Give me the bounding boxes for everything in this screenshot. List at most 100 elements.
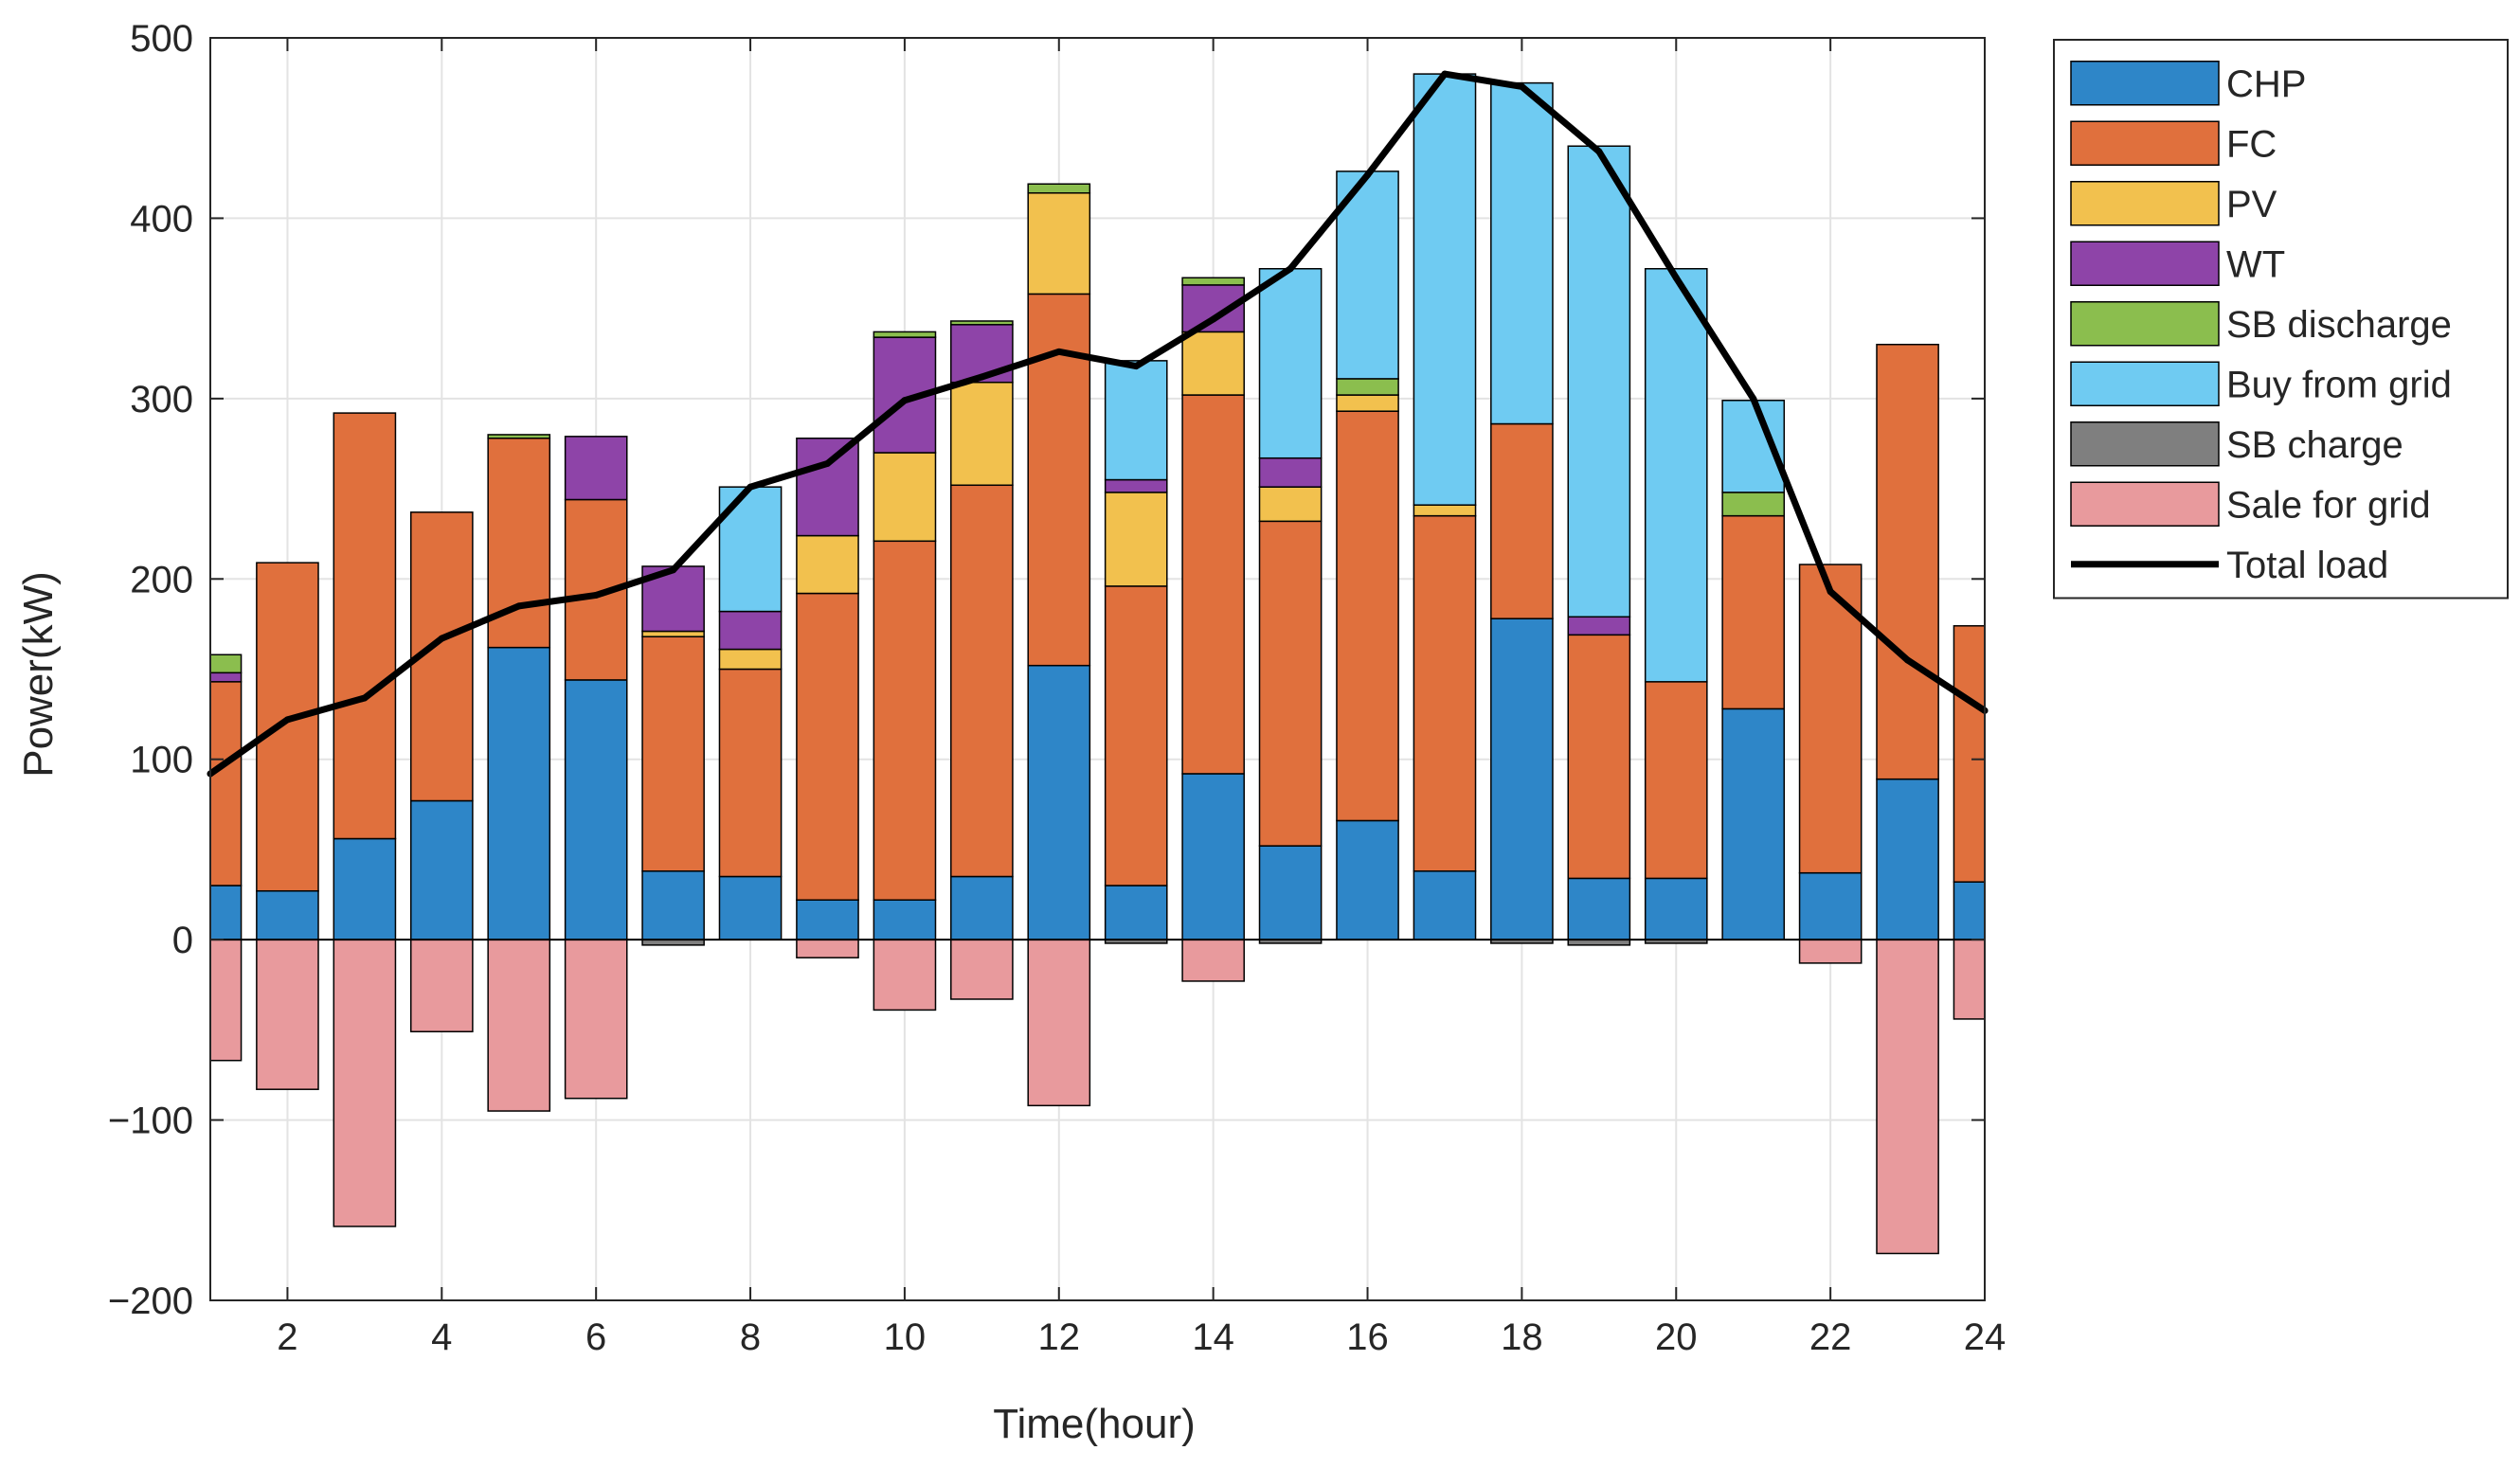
total-load-point-hour-18 [1518, 82, 1525, 90]
y-tick-label: 200 [130, 559, 193, 600]
total-load-point-hour-12 [1055, 348, 1063, 355]
bar-chp-hour-4 [409, 799, 474, 940]
bar-chp-hour-5 [487, 646, 551, 940]
total-load-point-hour-9 [823, 459, 831, 467]
bar-fc-hour-18 [1490, 422, 1554, 619]
bar-pv-hour-17 [1413, 504, 1477, 517]
legend-label: Sale for grid [2226, 484, 2431, 526]
bar-buy-from-grid-hour-20 [1644, 267, 1708, 683]
bar-sale-for-grid-hour-6 [564, 939, 628, 1100]
y-tick-label: 400 [130, 198, 193, 240]
total-load-point-hour-21 [1750, 395, 1757, 403]
legend-swatch-chp [2070, 61, 2220, 106]
bar-sale-for-grid-hour-5 [487, 939, 551, 1112]
bar-pv-hour-9 [796, 534, 859, 595]
bar-fc-hour-10 [873, 540, 937, 901]
bar-buy-from-grid-hour-18 [1490, 81, 1554, 425]
bar-buy-from-grid-hour-16 [1336, 170, 1399, 380]
bar-chp-hour-17 [1413, 870, 1477, 940]
bar-fc-hour-24 [1953, 625, 1986, 883]
bar-pv-hour-8 [718, 648, 783, 671]
bar-fc-hour-19 [1567, 634, 1631, 880]
bar-chp-hour-16 [1336, 819, 1399, 940]
legend-swatch-sb-charge [2070, 421, 2220, 467]
legend-swatch-sb-discharge [2070, 301, 2220, 347]
bar-chp-hour-7 [641, 870, 705, 940]
legend-label: CHP [2226, 63, 2306, 105]
bar-chp-hour-8 [718, 875, 783, 940]
legend-swatch-buy-from-grid [2070, 361, 2220, 406]
x-tick-label: 2 [277, 1316, 297, 1358]
bar-chp-hour-20 [1644, 877, 1708, 940]
bar-sale-for-grid-hour-14 [1181, 939, 1245, 982]
bar-wt-hour-15 [1258, 457, 1323, 488]
bar-pv-hour-11 [950, 381, 1014, 487]
y-tick-label: 300 [130, 379, 193, 421]
bar-sale-for-grid-hour-2 [256, 939, 319, 1090]
total-load-point-hour-3 [361, 694, 369, 702]
bar-sb-discharge-hour-11 [950, 320, 1014, 326]
total-load-point-hour-14 [1210, 315, 1217, 323]
legend-label: FC [2226, 123, 2277, 165]
legend-label: Buy from grid [2226, 364, 2452, 405]
bar-pv-hour-13 [1104, 492, 1168, 587]
bar-pv-hour-7 [641, 630, 705, 637]
bar-sb-discharge-hour-14 [1181, 277, 1245, 286]
total-load-point-hour-10 [901, 397, 909, 404]
y-tick-label: 500 [130, 18, 193, 60]
bar-sale-for-grid-hour-3 [333, 939, 397, 1227]
bar-sale-for-grid-hour-4 [409, 939, 474, 1033]
total-load-point-hour-17 [1441, 70, 1449, 78]
legend-label: WT [2226, 243, 2285, 285]
bar-chp-hour-3 [333, 837, 397, 940]
x-tick-label: 16 [1346, 1316, 1389, 1358]
y-tick-label: −200 [108, 1280, 193, 1322]
legend-label: Total load [2226, 545, 2388, 586]
bar-sb-discharge-hour-16 [1336, 378, 1399, 396]
y-axis-ticks: −200 −100 0 100 200 300 400 500 [108, 18, 1985, 1322]
bar-wt-hour-13 [1104, 478, 1168, 493]
y-tick-label: 100 [130, 740, 193, 781]
x-tick-label: 18 [1501, 1316, 1543, 1358]
legend-swatch-fc [2070, 120, 2220, 166]
bar-pv-hour-15 [1258, 486, 1323, 523]
total-load-point-hour-4 [438, 635, 445, 642]
bar-chp-hour-22 [1798, 871, 1863, 940]
total-load-point-hour-19 [1595, 148, 1603, 155]
bar-wt-hour-9 [796, 438, 859, 537]
bar-fc-hour-14 [1181, 394, 1245, 775]
bar-sale-for-grid-hour-9 [796, 939, 859, 958]
plot-frame [209, 37, 1986, 1301]
bar-sale-for-grid-hour-12 [1027, 939, 1091, 1107]
bar-chp-hour-9 [796, 899, 859, 940]
legend-swatch-pv [2070, 181, 2220, 226]
total-load-point-hour-7 [670, 566, 677, 574]
bar-sale-for-grid-hour-1 [209, 939, 243, 1062]
bar-fc-hour-15 [1258, 520, 1323, 847]
legend-label: SB discharge [2226, 304, 2452, 346]
total-load-line [207, 70, 1989, 778]
total-load-point-hour-8 [747, 483, 754, 491]
bar-chp-hour-23 [1876, 778, 1939, 940]
bar-pv-hour-10 [873, 452, 937, 543]
x-tick-label: 8 [740, 1316, 761, 1358]
bar-fc-hour-16 [1336, 410, 1399, 822]
x-tick-label: 20 [1655, 1316, 1698, 1358]
bar-wt-hour-19 [1567, 616, 1631, 636]
total-load-point-hour-11 [978, 373, 985, 381]
y-axis-label: Power(kW) [15, 571, 62, 778]
bar-fc-hour-22 [1798, 564, 1863, 874]
bar-chp-hour-14 [1181, 773, 1245, 940]
bar-chp-hour-12 [1027, 664, 1091, 940]
bar-buy-from-grid-hour-15 [1258, 267, 1323, 459]
bar-fc-hour-13 [1104, 585, 1168, 886]
legend-swatch-sale-for-grid [2070, 481, 2220, 527]
legend-label: PV [2226, 184, 2277, 225]
bar-chp-hour-1 [209, 885, 243, 940]
x-tick-label: 10 [884, 1316, 927, 1358]
bar-sale-for-grid-hour-24 [1953, 939, 1986, 1020]
bar-chp-hour-19 [1567, 877, 1631, 940]
bar-buy-from-grid-hour-17 [1413, 73, 1477, 506]
bar-chp-hour-24 [1953, 881, 1986, 940]
